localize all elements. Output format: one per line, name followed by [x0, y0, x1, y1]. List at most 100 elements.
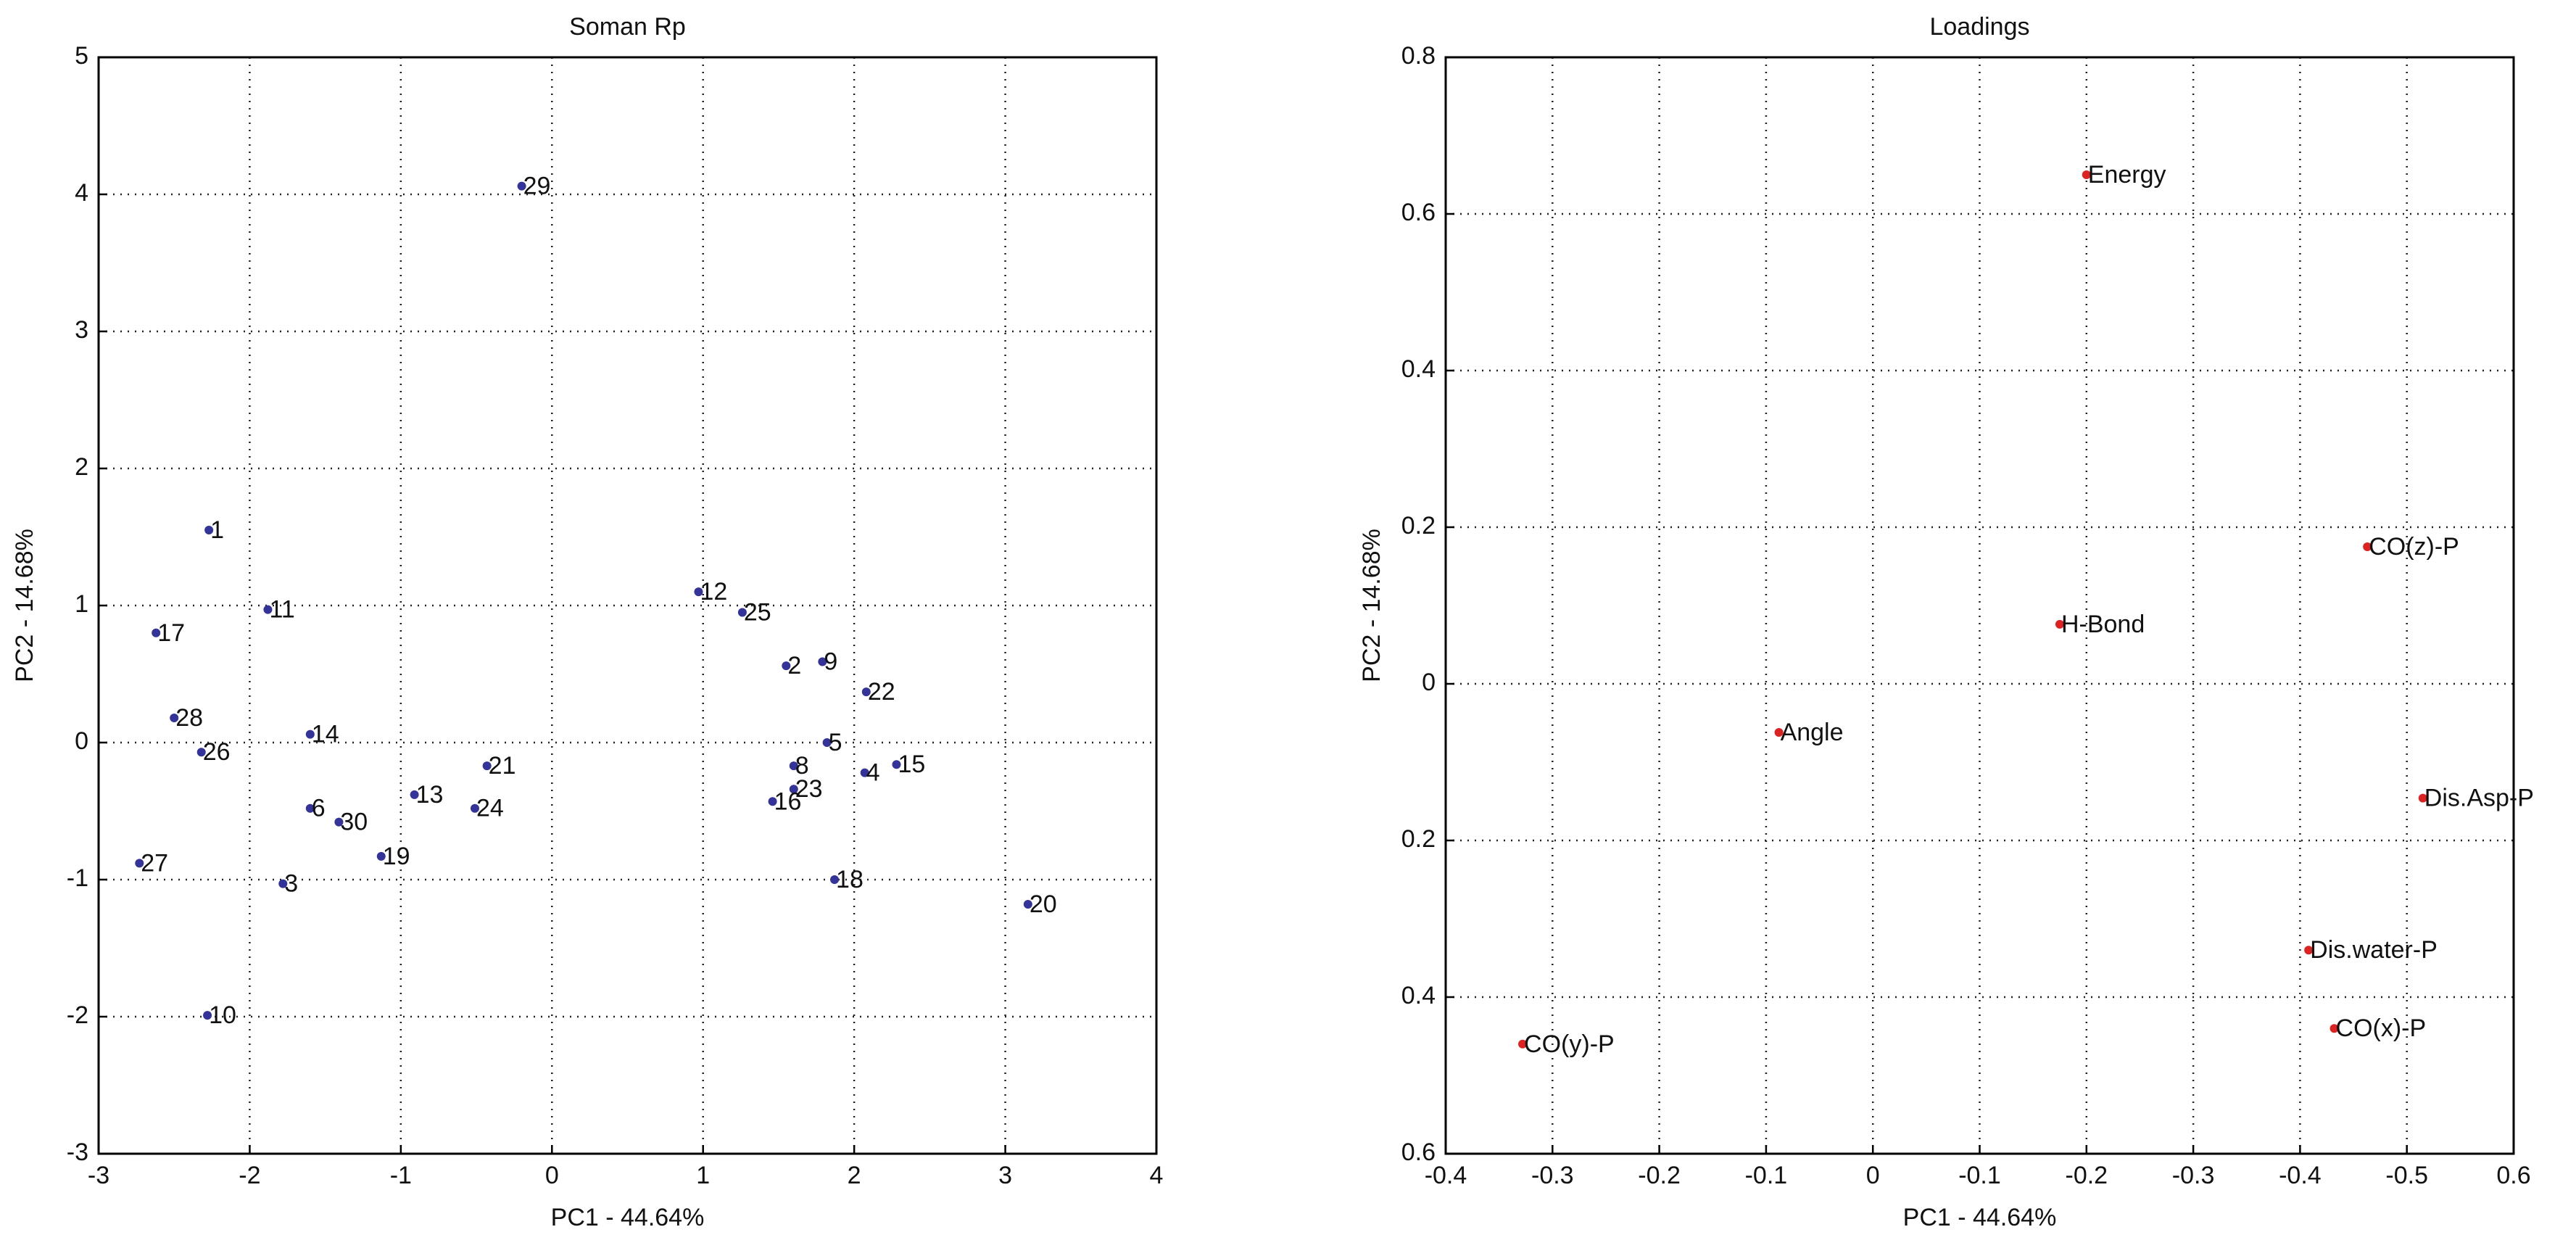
y-tick-label: 3: [75, 316, 88, 344]
point-label: Energy: [2088, 161, 2166, 189]
point: [2363, 542, 2372, 551]
point: [768, 797, 777, 806]
y-tick-label: 0.4: [1401, 355, 1436, 383]
x-tick-label: -0.5: [2385, 1162, 2428, 1189]
point-label: 2: [787, 652, 801, 679]
x-axis-label: PC1 - 44.64%: [1903, 1204, 2057, 1231]
y-tick-label: -3: [67, 1139, 88, 1166]
point-label: 28: [175, 704, 203, 732]
x-tick-label: -0.1: [1745, 1162, 1788, 1189]
point-label: CO(y)-P: [1524, 1030, 1615, 1058]
point: [1023, 900, 1032, 909]
x-tick-label: -0.3: [1531, 1162, 1574, 1189]
y-tick-label: 1: [75, 590, 88, 618]
point-label: 23: [795, 775, 823, 803]
point-label: 20: [1030, 890, 1057, 918]
y-axis-label: PC2 - 14.68%: [1358, 529, 1386, 682]
x-tick-label: -0.4: [2279, 1162, 2322, 1189]
x-tick-label: 1: [696, 1162, 710, 1189]
point: [135, 859, 144, 868]
y-tick-label: 0.8: [1401, 42, 1436, 70]
point: [278, 879, 288, 888]
x-tick-label: -0.4: [1425, 1162, 1467, 1189]
x-tick-label: -0.2: [1638, 1162, 1681, 1189]
plot-frame: [1444, 56, 2515, 1155]
point: [334, 817, 344, 827]
point: [2082, 170, 2091, 179]
point-label: CO(x)-P: [2336, 1014, 2427, 1042]
x-tick-label: 2: [848, 1162, 861, 1189]
point: [470, 803, 479, 813]
x-tick-label: -0.2: [2066, 1162, 2108, 1189]
point: [892, 760, 901, 769]
point: [822, 738, 832, 747]
point-label: 27: [141, 849, 168, 877]
y-tick-label: 0: [75, 727, 88, 755]
point: [152, 628, 161, 637]
point-label: 26: [203, 738, 231, 766]
point: [789, 785, 798, 794]
y-tick-label: 0.2: [1401, 825, 1436, 853]
point-label: 12: [700, 578, 727, 606]
point-label: 11: [269, 596, 294, 624]
point: [376, 851, 386, 861]
chart-title: Loadings: [1929, 13, 2029, 41]
point: [2055, 619, 2064, 629]
point-label: 6: [312, 795, 326, 822]
point: [170, 713, 179, 722]
point-label: 21: [489, 752, 516, 780]
point: [204, 526, 214, 535]
point-label: 25: [744, 598, 771, 626]
point-label: 17: [157, 619, 185, 647]
point: [1518, 1039, 1528, 1049]
point-label: 18: [836, 866, 864, 893]
x-tick-label: 3: [998, 1162, 1012, 1189]
point-label: 3: [284, 870, 298, 898]
x-tick-label: 0: [1866, 1162, 1880, 1189]
point: [305, 730, 315, 739]
point: [789, 761, 798, 771]
point: [1774, 727, 1784, 737]
point-label: 22: [868, 678, 895, 706]
point: [482, 761, 492, 771]
y-tick-label: 2: [75, 453, 88, 481]
point: [2329, 1024, 2339, 1033]
point-label: 8: [795, 752, 809, 780]
point-label: H-Bond: [2061, 611, 2145, 638]
point: [861, 687, 871, 697]
x-tick-label: -3: [88, 1162, 109, 1189]
point-label: CO(z)-P: [2369, 533, 2459, 561]
point-label: Dis.Asp-P: [2424, 785, 2534, 812]
point: [305, 803, 315, 813]
point-label: 5: [829, 729, 842, 756]
point-label: 29: [523, 173, 551, 200]
y-tick-label: 4: [75, 179, 88, 207]
point-label: 13: [416, 781, 444, 809]
y-tick-label: -2: [67, 1001, 88, 1029]
point-label: 9: [824, 648, 837, 675]
x-tick-label: 4: [1150, 1162, 1164, 1189]
point: [830, 875, 840, 884]
point: [2418, 793, 2427, 803]
y-tick-label: 0.6: [1401, 1139, 1436, 1166]
point-label: 30: [340, 809, 368, 836]
plot-frame: [97, 56, 1158, 1155]
point-label: 16: [774, 788, 802, 815]
x-tick-label: -0.1: [1958, 1162, 2001, 1189]
y-axis-label: PC2 - 14.68%: [11, 529, 38, 682]
point: [694, 587, 703, 597]
y-tick-label: 0.4: [1401, 982, 1436, 1009]
point-label: Angle: [1781, 719, 1844, 746]
point-label: Dis.water-P: [2310, 936, 2438, 964]
x-tick-label: 0.6: [2496, 1162, 2530, 1189]
point-label: 24: [476, 795, 504, 822]
x-tick-label: -2: [239, 1162, 260, 1189]
x-tick-label: -0.3: [2172, 1162, 2215, 1189]
point: [860, 768, 869, 777]
x-axis-label: PC1 - 44.64%: [551, 1204, 705, 1231]
point: [410, 790, 419, 799]
point: [196, 748, 206, 757]
point: [2304, 946, 2314, 955]
chart-title: Soman Rp: [569, 13, 686, 41]
